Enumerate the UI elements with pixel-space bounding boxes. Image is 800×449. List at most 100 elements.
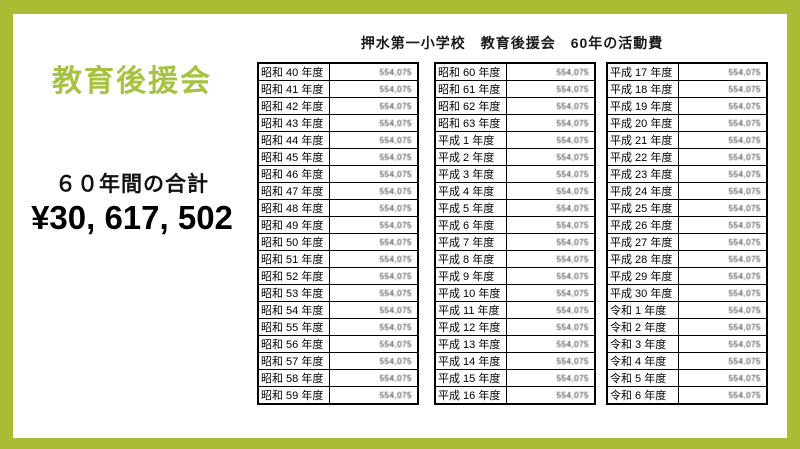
table-row: 昭和 50 年度 554,075 [257, 233, 419, 251]
table-row: 昭和 53 年度 554,075 [257, 284, 419, 302]
amount-cell: 554,075 [505, 352, 596, 370]
year-cell: 昭和 41 年度 [257, 80, 330, 98]
amount-cell: 554,075 [677, 250, 768, 268]
table-row: 平成 19 年度 554,075 [606, 97, 768, 115]
amount-cell: 554,075 [677, 62, 768, 81]
table-row: 平成 1 年度 554,075 [434, 131, 596, 149]
table-row: 平成 22 年度 554,075 [606, 148, 768, 166]
amount-cell: 554,075 [677, 165, 768, 183]
amount-cell: 554,075 [505, 267, 596, 285]
table-row: 平成 29 年度 554,075 [606, 267, 768, 285]
amount-cell: 554,075 [505, 114, 596, 132]
table-row: 令和 2 年度 554,075 [606, 318, 768, 336]
year-cell: 平成 11 年度 [434, 301, 507, 319]
amount-cell: 554,075 [328, 386, 419, 405]
table-row: 昭和 51 年度 554,075 [257, 250, 419, 268]
amount-cell: 554,075 [328, 114, 419, 132]
table-row: 平成 26 年度 554,075 [606, 216, 768, 234]
amount-cell: 554,075 [505, 369, 596, 387]
table-row: 昭和 46 年度 554,075 [257, 165, 419, 183]
amount-cell: 554,075 [328, 62, 419, 81]
table-row: 平成 30 年度 554,075 [606, 284, 768, 302]
year-cell: 平成 8 年度 [434, 250, 507, 268]
page-title: 押水第一小学校 教育後援会 60年の活動費 [360, 35, 664, 51]
year-cell: 平成 16 年度 [434, 386, 507, 405]
amount-cell: 554,075 [328, 233, 419, 251]
table-row: 昭和 48 年度 554,075 [257, 199, 419, 217]
year-cell: 平成 26 年度 [606, 216, 679, 234]
table-row: 平成 20 年度 554,075 [606, 114, 768, 132]
amount-cell: 554,075 [328, 182, 419, 200]
year-cell: 昭和 42 年度 [257, 97, 330, 115]
year-cell: 昭和 47 年度 [257, 182, 330, 200]
year-cell: 昭和 55 年度 [257, 318, 330, 336]
year-cell: 昭和 59 年度 [257, 386, 330, 405]
amount-cell: 554,075 [505, 301, 596, 319]
year-cell: 平成 22 年度 [606, 148, 679, 166]
amount-cell: 554,075 [505, 182, 596, 200]
amount-cell: 554,075 [505, 318, 596, 336]
amount-cell: 554,075 [677, 369, 768, 387]
table-row: 令和 3 年度 554,075 [606, 335, 768, 353]
year-cell: 平成 5 年度 [434, 199, 507, 217]
table-row: 令和 1 年度 554,075 [606, 301, 768, 319]
table-row: 昭和 40 年度 554,075 [257, 62, 419, 81]
year-cell: 平成 21 年度 [606, 131, 679, 149]
amount-cell: 554,075 [328, 131, 419, 149]
amount-cell: 554,075 [328, 318, 419, 336]
year-cell: 平成 15 年度 [434, 369, 507, 387]
table-row: 昭和 49 年度 554,075 [257, 216, 419, 234]
amount-cell: 554,075 [505, 284, 596, 302]
amount-cell: 554,075 [328, 97, 419, 115]
amount-cell: 554,075 [328, 335, 419, 353]
amount-cell: 554,075 [677, 216, 768, 234]
amount-cell: 554,075 [677, 352, 768, 370]
amount-cell: 554,075 [677, 131, 768, 149]
table-row: 平成 11 年度 554,075 [434, 301, 596, 319]
table-row: 昭和 56 年度 554,075 [257, 335, 419, 353]
amount-cell: 554,075 [677, 148, 768, 166]
year-cell: 昭和 51 年度 [257, 250, 330, 268]
table-row: 昭和 57 年度 554,075 [257, 352, 419, 370]
year-cell: 令和 4 年度 [606, 352, 679, 370]
table-row: 平成 14 年度 554,075 [434, 352, 596, 370]
year-cell: 平成 29 年度 [606, 267, 679, 285]
year-cell: 昭和 50 年度 [257, 233, 330, 251]
table-row: 昭和 43 年度 554,075 [257, 114, 419, 132]
amount-cell: 554,075 [328, 267, 419, 285]
total-amount: ¥30, 617, 502 [31, 199, 233, 236]
table-row: 昭和 61 年度 554,075 [434, 80, 596, 98]
table-row: 昭和 44 年度 554,075 [257, 131, 419, 149]
year-cell: 平成 7 年度 [434, 233, 507, 251]
table-row: 平成 15 年度 554,075 [434, 369, 596, 387]
amount-cell: 554,075 [505, 80, 596, 98]
amount-cell: 554,075 [677, 199, 768, 217]
year-cell: 平成 23 年度 [606, 165, 679, 183]
amount-cell: 554,075 [505, 165, 596, 183]
year-cell: 昭和 52 年度 [257, 267, 330, 285]
year-cell: 令和 3 年度 [606, 335, 679, 353]
table-row: 昭和 45 年度 554,075 [257, 148, 419, 166]
table-row: 平成 2 年度 554,075 [434, 148, 596, 166]
table-row: 平成 8 年度 554,075 [434, 250, 596, 268]
fees-tables-area: 昭和 40 年度 554,075 昭和 41 年度 554,075 昭和 42 年度 55… [257, 62, 777, 412]
summary-panel: 教育後援会 ６０年間の合計 ¥30, 617, 502 [13, 0, 251, 449]
year-cell: 昭和 48 年度 [257, 199, 330, 217]
table-row: 昭和 58 年度 554,075 [257, 369, 419, 387]
amount-cell: 554,075 [505, 233, 596, 251]
table-row: 昭和 52 年度 554,075 [257, 267, 419, 285]
amount-cell: 554,075 [328, 284, 419, 302]
year-cell: 平成 20 年度 [606, 114, 679, 132]
table-row: 平成 24 年度 554,075 [606, 182, 768, 200]
year-cell: 昭和 60 年度 [434, 62, 507, 81]
year-cell: 平成 13 年度 [434, 335, 507, 353]
amount-cell: 554,075 [505, 131, 596, 149]
table-row: 平成 12 年度 554,075 [434, 318, 596, 336]
fees-table: 昭和 40 年度 554,075 昭和 41 年度 554,075 昭和 42 年度 55… [257, 62, 419, 405]
year-cell: 昭和 58 年度 [257, 369, 330, 387]
year-cell: 昭和 56 年度 [257, 335, 330, 353]
amount-cell: 554,075 [677, 267, 768, 285]
amount-cell: 554,075 [505, 335, 596, 353]
table-row: 昭和 60 年度 554,075 [434, 62, 596, 81]
amount-cell: 554,075 [328, 148, 419, 166]
